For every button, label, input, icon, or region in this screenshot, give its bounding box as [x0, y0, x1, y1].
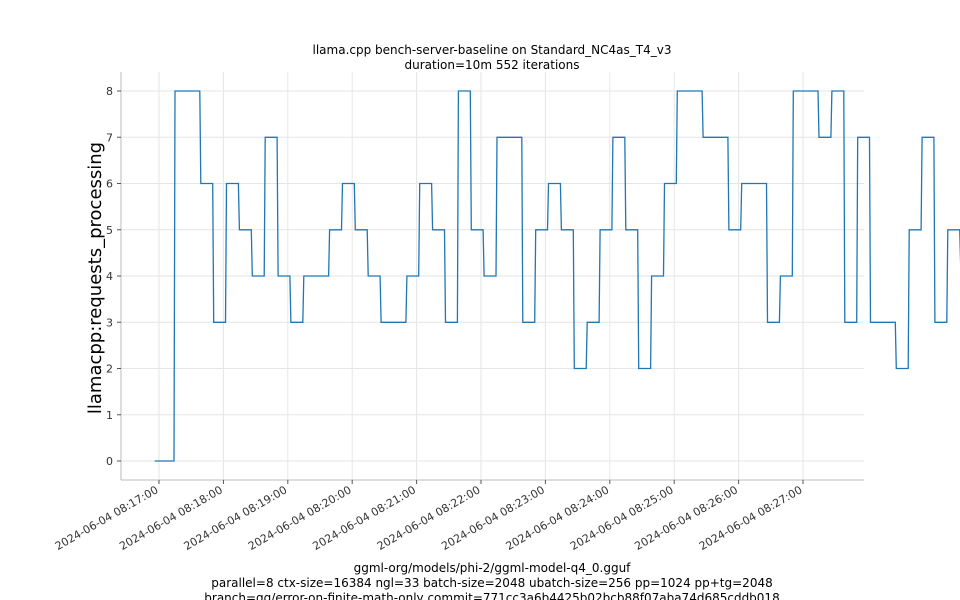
x-tick-label: 2024-06-04 08:21:00 [310, 483, 418, 553]
y-tick-label: 7 [106, 131, 113, 144]
y-tick-label: 5 [106, 224, 113, 237]
x-tick-label: 2024-06-04 08:18:00 [117, 483, 225, 553]
y-tick-label: 4 [106, 270, 113, 283]
x-tick-label: 2024-06-04 08:17:00 [53, 483, 161, 553]
footer-branch: branch=gg/error-on-finite-math-only comm… [204, 591, 779, 600]
chart-subtitle: duration=10m 552 iterations [405, 58, 580, 72]
x-tick-label: 2024-06-04 08:22:00 [375, 483, 483, 553]
footer-model: ggml-org/models/phi-2/ggml-model-q4_0.gg… [354, 561, 632, 575]
y-tick-label: 2 [106, 363, 113, 376]
x-tick-label: 2024-06-04 08:25:00 [568, 483, 676, 553]
y-tick-label: 6 [106, 178, 113, 191]
x-tick-label: 2024-06-04 08:27:00 [697, 483, 805, 553]
y-axis-label: llamacpp:requests_processing [85, 142, 106, 414]
x-tick-label: 2024-06-04 08:19:00 [182, 483, 290, 553]
x-tick-label: 2024-06-04 08:20:00 [246, 483, 354, 553]
y-tick-label: 1 [106, 409, 113, 422]
x-tick-label: 2024-06-04 08:24:00 [504, 483, 612, 553]
series-line [154, 90, 960, 462]
footer-params: parallel=8 ctx-size=16384 ngl=33 batch-s… [211, 576, 772, 590]
y-tick-label: 0 [106, 455, 113, 468]
y-tick-label: 3 [106, 316, 113, 329]
y-ticks: 0 1 2 3 4 5 6 7 8 [106, 85, 121, 468]
x-tick-label: 2024-06-04 08:23:00 [439, 483, 547, 553]
x-tick-label: 2024-06-04 08:26:00 [632, 483, 740, 553]
chart-title: llama.cpp bench-server-baseline on Stand… [313, 43, 672, 57]
y-tick-label: 8 [106, 85, 113, 98]
